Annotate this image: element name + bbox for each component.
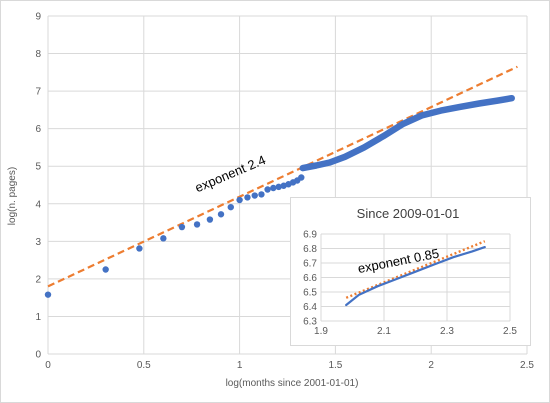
main-series <box>44 65 518 298</box>
inset-x-tick-label: 2.1 <box>377 326 391 337</box>
main-data-point <box>275 183 282 191</box>
inset-data-line <box>345 246 486 307</box>
main-x-tick-label: 1 <box>237 360 243 371</box>
inset-y-tick-label: 6.3 <box>303 317 317 328</box>
main-fit-line-dashed <box>47 65 518 288</box>
y-axis-title: log(n. pages) <box>7 167 18 225</box>
main-y-tick-label: 3 <box>35 237 41 248</box>
inset-y-tick-label: 6.8 <box>303 244 317 255</box>
main-data-point <box>251 192 258 199</box>
main-data-point <box>160 235 167 242</box>
main-data-point <box>258 191 265 198</box>
inset-grid <box>320 233 511 322</box>
main-data-point <box>244 194 251 201</box>
main-y-tick-label: 9 <box>35 12 41 23</box>
main-data-point <box>236 196 243 204</box>
main-data-point <box>217 211 225 218</box>
main-grid <box>47 15 528 355</box>
main-data-point <box>264 186 271 193</box>
main-y-tick-label: 6 <box>35 124 41 135</box>
inset-title: Since 2009-01-01 <box>357 206 460 221</box>
main-data-point <box>178 223 186 231</box>
main-data-point <box>270 184 277 192</box>
main-y-tick-label: 0 <box>35 350 41 361</box>
main-x-tick-label: 0.5 <box>137 360 151 371</box>
main-y-tick-label: 8 <box>35 49 41 60</box>
main-data-point <box>227 203 234 211</box>
main-dense-data-curve <box>299 94 515 172</box>
inset-series <box>345 240 486 307</box>
inset-y-tick-label: 6.7 <box>303 259 317 270</box>
main-y-tick-label: 4 <box>35 199 41 210</box>
main-x-tick-label: 2 <box>428 360 434 371</box>
inset-x-tick-label: 2.5 <box>503 326 517 337</box>
main-data-point <box>206 216 214 223</box>
main-y-tick-label: 5 <box>35 162 41 173</box>
main-y-tick-label: 7 <box>35 87 41 98</box>
main-y-tick-label: 1 <box>35 312 41 323</box>
main-x-tick-label: 1.5 <box>328 360 342 371</box>
main-x-tick-label: 2.5 <box>520 360 534 371</box>
main-data-point <box>102 266 109 273</box>
main-data-point <box>136 245 143 252</box>
main-tick-labels: 0 1 2 3 4 5 6 7 8 9 0 0.5 1 1.5 2 2.5 <box>35 12 534 372</box>
inset-y-tick-label: 6.9 <box>303 230 317 241</box>
x-axis-title: log(months since 2001-01-01) <box>226 378 359 389</box>
inset-y-tick-label: 6.5 <box>303 288 317 299</box>
main-data-point <box>298 174 305 181</box>
inset-y-tick-label: 6.4 <box>303 302 317 313</box>
inset-y-tick-label: 6.6 <box>303 273 317 284</box>
main-y-tick-label: 2 <box>35 274 41 285</box>
inset-x-tick-label: 2.3 <box>440 326 454 337</box>
main-x-tick-label: 0 <box>45 360 51 371</box>
main-data-point <box>44 291 52 298</box>
inset-x-tick-label: 1.9 <box>314 326 328 337</box>
inset-tick-labels: 6.3 6.4 6.5 6.6 6.7 6.8 6.9 1.9 2.1 2.3 2.5 <box>303 230 517 338</box>
main-data-point <box>193 221 201 228</box>
